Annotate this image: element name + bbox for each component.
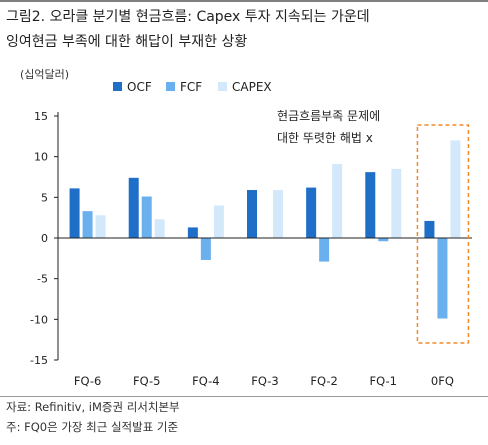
bar-ocf-fq-6 xyxy=(69,188,80,238)
bar-fcf-fq-6 xyxy=(82,211,93,238)
x-category-label: FQ-5 xyxy=(133,374,160,388)
x-category-label: 0FQ xyxy=(431,374,454,388)
x-category-label: FQ-6 xyxy=(74,374,101,388)
x-category-label: FQ-4 xyxy=(192,374,219,388)
bar-ocf-fq-1 xyxy=(365,172,376,238)
y-unit-label: (십억달러) xyxy=(20,68,69,81)
bar-fcf-fq-4 xyxy=(200,238,211,260)
y-axis: -15 -10 -5 0 5 10 15 xyxy=(30,110,59,367)
bar-capex-fq-4 xyxy=(213,205,224,238)
bar-capex-0fq xyxy=(450,140,461,238)
bar-fcf-fq-1 xyxy=(378,238,389,242)
legend-label-ocf: OCF xyxy=(127,80,152,94)
figure-title-text: 오라클 분기별 현금흐름: Capex 투자 지속되는 가운데 잉여현금 부족에… xyxy=(6,9,370,50)
bar-ocf-fq-4 xyxy=(187,227,198,238)
x-category-label: FQ-2 xyxy=(310,374,337,388)
header-top-rule xyxy=(0,0,488,2)
legend-swatch-fcf xyxy=(166,82,175,91)
x-axis: FQ-6 FQ-5 FQ-4 FQ-3 FQ-2 FQ-1 0FQ xyxy=(58,237,472,388)
legend-label-fcf: FCF xyxy=(180,80,202,94)
figure-title: 그림2. 오라클 분기별 현금흐름: Capex 투자 지속되는 가운데 잉여현… xyxy=(6,5,482,55)
bar-fcf-fq-5 xyxy=(141,196,152,238)
bar-capex-fq-6 xyxy=(95,215,106,238)
bar-ocf-0fq xyxy=(424,220,435,238)
annotation-text: 현금흐름부족 문제에 xyxy=(277,109,380,123)
y-tick-label: -5 xyxy=(37,273,48,286)
bar-capex-fq-3 xyxy=(273,190,283,238)
figure-label: 그림2. xyxy=(6,9,46,25)
annotation-text: 대한 뚜렷한 해법 x xyxy=(277,131,373,145)
source-text: 자료: Refinitiv, iM증권 리서치본부 xyxy=(6,400,180,414)
legend-label-capex: CAPEX xyxy=(232,80,272,94)
bar-ocf-fq-3 xyxy=(247,190,257,238)
bar-ocf-fq-2 xyxy=(306,187,317,238)
bar-fcf-0fq xyxy=(437,238,448,319)
legend-swatch-capex xyxy=(218,82,227,91)
bar-fcf-fq-2 xyxy=(319,238,330,262)
y-tick-label: 5 xyxy=(41,191,48,204)
bar-capex-fq-5 xyxy=(154,219,165,238)
bars-group xyxy=(69,140,461,319)
bar-capex-fq-1 xyxy=(391,168,402,238)
y-tick-label: 0 xyxy=(41,232,48,245)
y-tick-label: 15 xyxy=(34,110,48,123)
highlight-box xyxy=(416,124,470,344)
bar-capex-fq-2 xyxy=(332,163,343,238)
footer-rule xyxy=(0,396,488,397)
x-category-label: FQ-3 xyxy=(251,374,278,388)
legend-swatch-ocf xyxy=(113,82,122,91)
y-tick-label: -15 xyxy=(30,354,48,367)
y-tick-label: 10 xyxy=(34,151,48,164)
bar-ocf-fq-5 xyxy=(128,177,139,238)
y-tick-label: -10 xyxy=(30,313,48,326)
x-category-label: FQ-1 xyxy=(370,374,397,388)
legend: OCF FCF CAPEX xyxy=(113,80,272,94)
note-text: 주: FQ0은 가장 최근 실적발표 기준 xyxy=(6,420,179,434)
